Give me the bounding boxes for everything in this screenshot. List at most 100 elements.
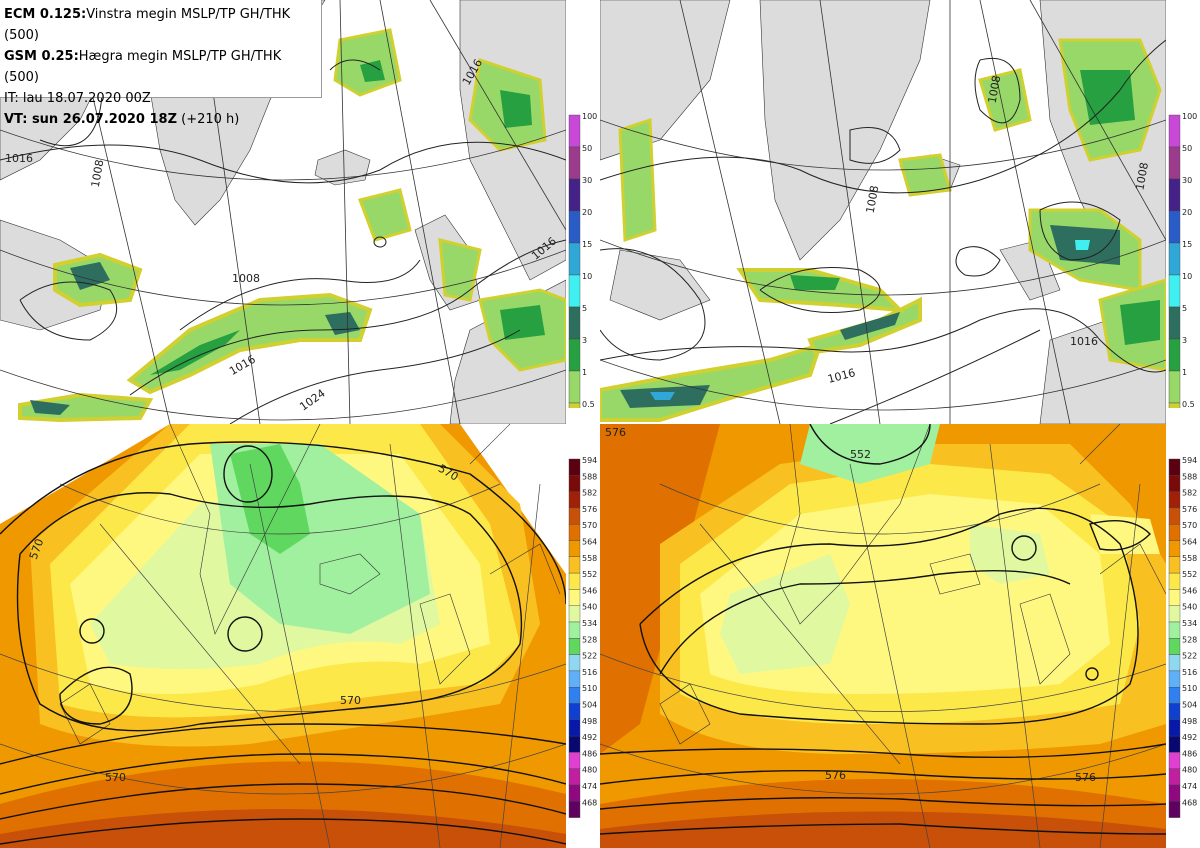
colorbar-label: 528 <box>582 635 597 644</box>
colorbar-swatch <box>1168 458 1181 476</box>
colorbar-swatch <box>1168 210 1181 244</box>
colorbar-label: 516 <box>582 668 597 677</box>
gsm-gh-thk-map: 576 552 576 576 <box>600 424 1166 848</box>
colorbar-label: 528 <box>1182 635 1197 644</box>
colorbar-label: 480 <box>582 766 597 775</box>
colorbar-label: 588 <box>582 472 597 481</box>
height-label: 570 <box>105 771 126 784</box>
colorbar-swatch <box>568 703 581 720</box>
colorbar-swatch <box>568 370 581 404</box>
colorbar-swatch <box>1168 670 1181 688</box>
colorbar-label: 576 <box>1182 505 1197 514</box>
colorbar-label: 468 <box>582 798 597 807</box>
colorbar-swatch <box>568 178 581 212</box>
colorbar-swatch <box>1168 178 1181 212</box>
colorbar-label: 50 <box>582 144 592 153</box>
colorbar-label: 5 <box>1182 304 1187 313</box>
colorbar-label: 558 <box>1182 554 1197 563</box>
colorbar-swatch <box>568 146 581 180</box>
colorbar-label: 468 <box>1182 798 1197 807</box>
isobar-label: 1008 <box>1133 161 1151 191</box>
colorbar-label: 588 <box>1182 472 1197 481</box>
init-time: IT: lau 18.07.2020 00Z <box>4 91 151 106</box>
colorbar-swatch <box>568 768 581 786</box>
colorbar-swatch <box>568 801 581 818</box>
colorbar-swatch <box>568 621 581 639</box>
colorbar-label: 474 <box>1182 782 1197 791</box>
colorbar-swatch <box>1168 507 1181 525</box>
colorbar-swatch <box>1168 719 1181 737</box>
colorbar-swatch <box>568 458 581 476</box>
isobar-label: 1016 <box>5 152 33 165</box>
colorbar-label: 534 <box>582 619 597 628</box>
colorbar-swatch <box>568 402 581 408</box>
colorbar-swatch <box>1168 752 1181 769</box>
colorbar-swatch <box>568 686 581 704</box>
colorbar-label: 570 <box>1182 521 1197 530</box>
colorbar-label: 504 <box>1182 701 1197 710</box>
precip-colorbar: 100 50 30 20 15 10 5 3 1 0.5 <box>566 112 600 408</box>
colorbar-label: 546 <box>1182 586 1197 595</box>
precip-colorbar: 100 50 30 20 15 10 5 3 1 0.5 <box>1166 112 1200 408</box>
colorbar-swatch <box>568 274 581 308</box>
colorbar-swatch <box>1168 572 1181 590</box>
colorbar-label: 564 <box>582 538 597 547</box>
gh-colorbar: 594 588 582 576 570 564 558 552 546 540 534 528 522 5… <box>566 456 600 826</box>
colorbar-label: 522 <box>582 652 597 661</box>
colorbar-swatch <box>568 556 581 574</box>
colorbar-swatch <box>568 507 581 525</box>
colorbar-label: 15 <box>1182 240 1192 249</box>
colorbar-label: 594 <box>582 456 597 465</box>
colorbar-swatch <box>1168 703 1181 720</box>
colorbar-swatch <box>568 242 581 276</box>
colorbar-label: 594 <box>1182 456 1197 465</box>
colorbar-label: 510 <box>582 684 597 693</box>
height-label: 576 <box>605 426 626 439</box>
colorbar-label: 582 <box>582 489 597 498</box>
colorbar-swatch <box>1168 638 1181 655</box>
colorbar-label: 100 <box>582 112 597 121</box>
colorbar-label: 552 <box>582 570 597 579</box>
colorbar-swatch <box>568 638 581 655</box>
colorbar-swatch <box>1168 621 1181 639</box>
colorbar-swatch <box>568 605 581 623</box>
height-label: 576 <box>825 769 846 782</box>
gsm-mslp-precip-map: 1008 1008 1008 1016 1016 <box>600 0 1166 424</box>
colorbar-label: 534 <box>1182 619 1197 628</box>
colorbar-label: 3 <box>582 336 587 345</box>
colorbar-label: 10 <box>582 272 592 281</box>
colorbar-label: 480 <box>1182 766 1197 775</box>
colorbar-swatch <box>568 752 581 769</box>
colorbar-swatch <box>568 719 581 737</box>
colorbar-label: 1 <box>1182 368 1187 377</box>
colorbar-label: 552 <box>1182 570 1197 579</box>
colorbar-label: 100 <box>1182 112 1197 121</box>
colorbar-label: 540 <box>582 603 597 612</box>
colorbar-label: 1 <box>582 368 587 377</box>
colorbar-label: 504 <box>582 701 597 710</box>
isobar-label: 1016 <box>1070 335 1098 348</box>
colorbar-swatch <box>1168 274 1181 308</box>
colorbar-label: 576 <box>582 505 597 514</box>
colorbar-swatch <box>1168 114 1181 148</box>
colorbar-label: 510 <box>1182 684 1197 693</box>
colorbar-label: 516 <box>1182 668 1197 677</box>
height-label: 570 <box>340 694 361 707</box>
colorbar-swatch <box>1168 475 1181 492</box>
colorbar-swatch <box>568 589 581 606</box>
colorbar-label: 5 <box>582 304 587 313</box>
ecm-model-line: ECM 0.125:Vinstra megin MSLP/TP GH/THK (… <box>4 7 291 43</box>
colorbar-label: 0.5 <box>582 400 595 408</box>
colorbar-label: 474 <box>582 782 597 791</box>
valid-time: VT: sun 26.07.2020 18Z (+210 h) <box>4 112 240 127</box>
colorbar-label: 540 <box>1182 603 1197 612</box>
colorbar-swatch <box>568 670 581 688</box>
colorbar-swatch <box>568 338 581 372</box>
colorbar-swatch <box>1168 784 1181 802</box>
colorbar-swatch <box>568 210 581 244</box>
colorbar-label: 20 <box>582 208 592 217</box>
colorbar-swatch <box>568 784 581 802</box>
colorbar-swatch <box>1168 589 1181 606</box>
colorbar-swatch <box>1168 605 1181 623</box>
colorbar-label: 10 <box>1182 272 1192 281</box>
